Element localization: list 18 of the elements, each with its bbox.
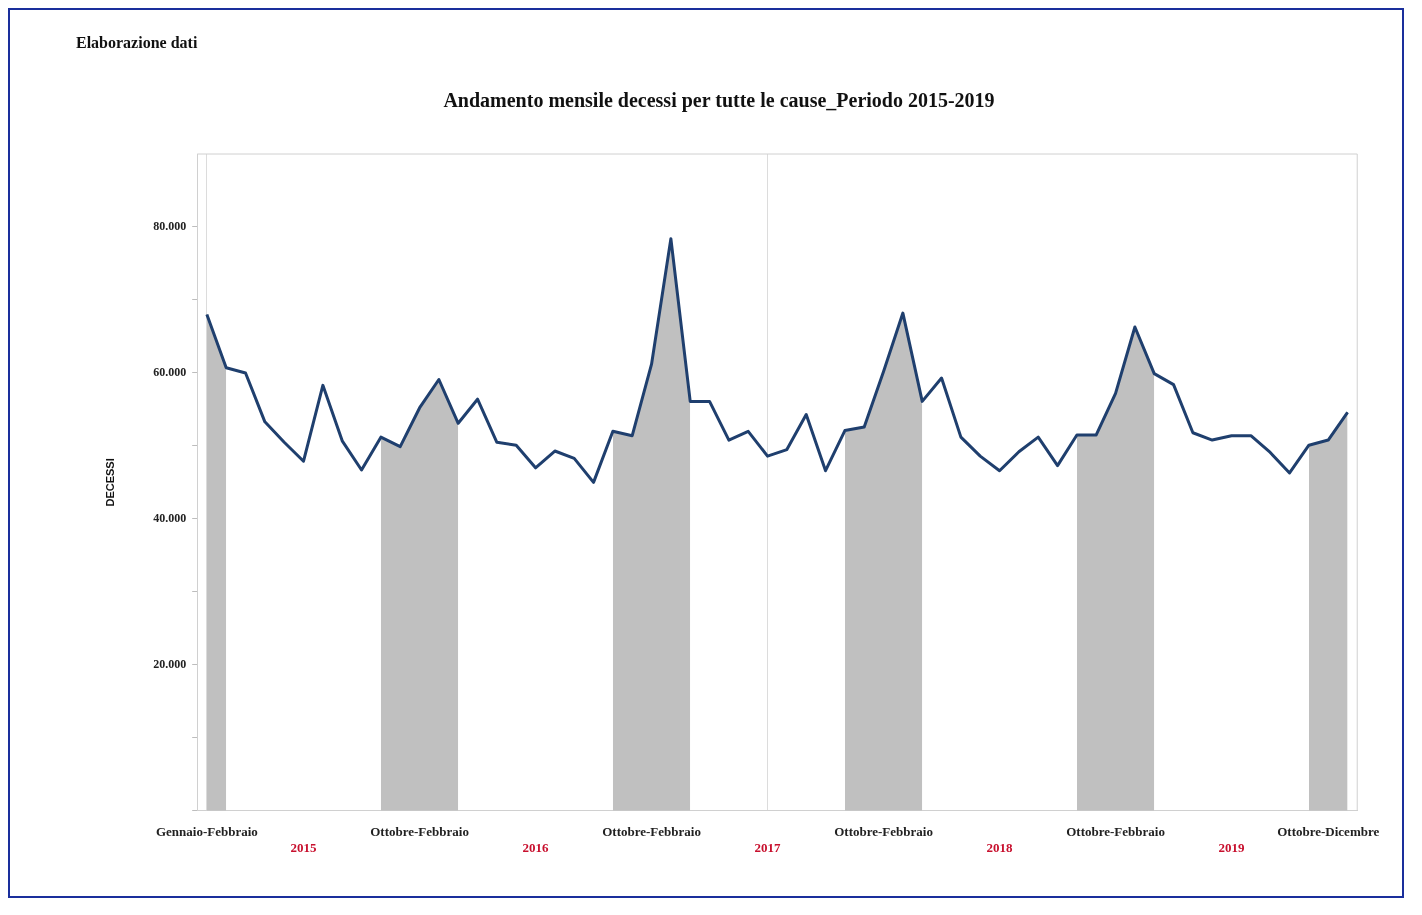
x-tick-label: Ottobre-Febbraio <box>602 823 701 839</box>
y-tick-label: 20.000 <box>153 656 187 671</box>
chart-title: Andamento mensile decessi per tutte le cause_Periodo 2015-2019 <box>443 89 995 113</box>
y-axis-title: DECESSI <box>103 458 116 507</box>
y-tick-label: 80.000 <box>153 219 187 234</box>
x-tick-label: Ottobre-Febbraio <box>834 823 933 839</box>
x-tick-label: 2015 <box>290 839 318 855</box>
y-tick-label: 60.000 <box>153 365 187 380</box>
text: Elaborazione dati <box>76 34 198 52</box>
x-tick-label: 2018 <box>986 839 1014 855</box>
x-tick-label: Gennaio-Febbraio <box>155 823 258 839</box>
x-tick-label: 2017 <box>754 839 782 855</box>
x-tick-label: Ottobre-Febbraio <box>370 823 469 839</box>
x-tick-label: 2019 <box>1218 839 1246 855</box>
x-tick-label: Ottobre-Dicembre <box>1277 823 1380 839</box>
y-tick-label: 40.000 <box>153 510 187 525</box>
x-tick-label: Ottobre-Febbraio <box>1066 823 1165 839</box>
x-tick-label: 2016 <box>522 839 550 855</box>
